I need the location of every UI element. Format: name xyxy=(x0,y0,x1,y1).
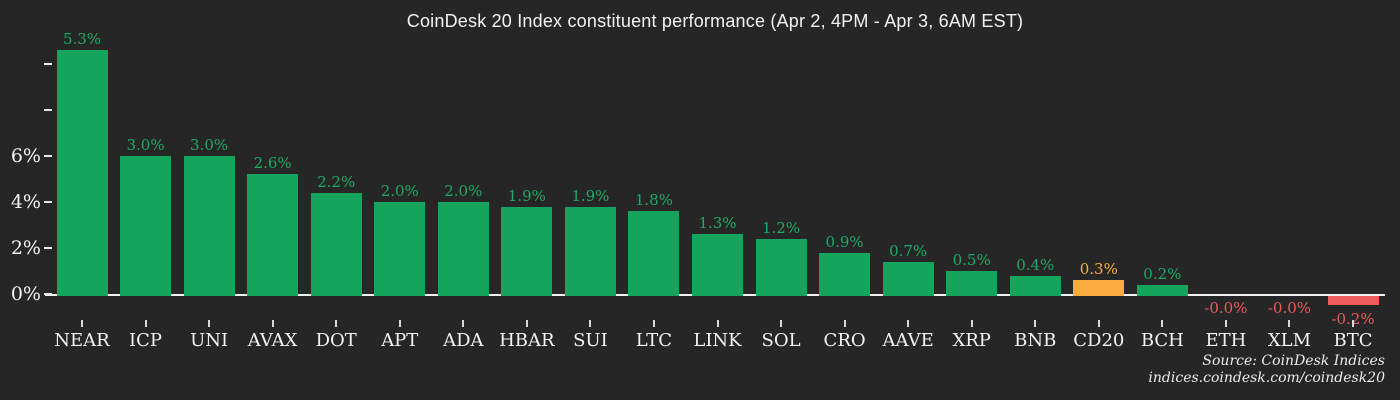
bar-value-label: 0.5% xyxy=(952,251,991,269)
bar-dot xyxy=(310,192,362,296)
y-axis-tick xyxy=(44,109,52,111)
x-axis-label-near: NEAR xyxy=(54,330,110,351)
x-axis-label-ada: ADA xyxy=(443,330,484,351)
x-axis-label-sol: SOL xyxy=(761,330,801,351)
bar-bnb xyxy=(1009,275,1061,296)
bar-apt xyxy=(374,202,426,296)
x-axis-tick xyxy=(271,320,274,327)
bar-sui xyxy=(564,206,616,296)
source-line: Source: CoinDesk Indices xyxy=(1202,353,1385,369)
x-axis-label-ltc: LTC xyxy=(635,330,673,351)
y-axis-tick xyxy=(44,293,52,295)
x-axis-tick xyxy=(1288,320,1291,327)
bar-value-label: 1.3% xyxy=(698,214,737,233)
x-axis-tick xyxy=(1224,320,1227,327)
y-axis-tick xyxy=(44,247,52,249)
bar-near xyxy=(56,50,108,296)
x-axis-tick xyxy=(525,320,528,327)
x-axis-tick xyxy=(81,320,83,327)
x-axis-label-xlm: XLM xyxy=(1267,330,1312,351)
x-axis-label-apt: APT xyxy=(381,330,419,351)
x-axis-label-eth: ETH xyxy=(1205,330,1247,351)
x-axis-tick xyxy=(843,320,846,327)
x-axis-label-bnb: BNB xyxy=(1014,330,1057,351)
bar-value-label: 2.0% xyxy=(444,182,483,200)
y-axis-tick-label: 2% xyxy=(10,237,41,259)
bar-sol xyxy=(755,238,807,296)
x-axis-label-aave: AAVE xyxy=(882,330,934,351)
bar-value-label: -0.0% xyxy=(1204,299,1248,317)
x-axis-tick xyxy=(780,320,783,327)
bar-value-label: 1.2% xyxy=(761,218,801,237)
x-axis-label-xrp: XRP xyxy=(952,330,991,351)
x-axis-tick xyxy=(335,320,338,327)
x-axis-tick xyxy=(1161,320,1164,327)
source-attribution: Source: CoinDesk Indices indices.coindes… xyxy=(785,353,1385,387)
bar-ada xyxy=(437,202,489,296)
bar-ltc xyxy=(628,211,680,296)
bar-value-label: 5.3% xyxy=(62,30,102,49)
x-axis-tick xyxy=(462,320,465,327)
x-axis-label-dot: DOT xyxy=(315,330,357,351)
bar-value-label: 3.0% xyxy=(190,136,229,154)
bar-value-label: -0.0% xyxy=(1267,299,1312,317)
x-axis-tick xyxy=(144,320,147,327)
bar-value-label: 0.9% xyxy=(825,232,864,251)
bar-cro xyxy=(819,252,871,296)
y-axis-tick xyxy=(44,63,52,65)
bar-btc xyxy=(1327,296,1379,306)
x-axis-label-hbar: HBAR xyxy=(499,330,555,351)
bar-value-label: 1.9% xyxy=(571,186,610,205)
y-axis-tick xyxy=(44,201,52,203)
bar-aave xyxy=(882,261,934,296)
x-axis-label-cd20: CD20 xyxy=(1073,330,1125,351)
chart-title: CoinDesk 20 Index constituent performanc… xyxy=(406,11,1024,31)
y-axis-tick-label: 6% xyxy=(10,145,41,167)
x-axis-label-btc: BTC xyxy=(1333,330,1373,351)
x-axis-label-uni: UNI xyxy=(190,330,229,351)
y-axis-tick-label: 0% xyxy=(10,283,41,305)
bar-uni xyxy=(183,156,235,296)
bar-value-label: 2.6% xyxy=(253,154,292,173)
x-axis-label-sui: SUI xyxy=(573,330,608,351)
bar-value-label: 0.3% xyxy=(1079,260,1118,279)
bar-bch xyxy=(1136,284,1188,296)
x-axis-tick xyxy=(716,320,719,327)
x-axis-label-link: LINK xyxy=(693,330,742,351)
bar-value-label: 1.9% xyxy=(507,186,546,205)
x-axis-tick xyxy=(1352,320,1354,327)
bar-value-label: 2.2% xyxy=(317,172,356,191)
x-axis-tick xyxy=(1034,320,1037,327)
x-axis-tick xyxy=(589,320,592,327)
bar-value-label: -0.2% xyxy=(1308,310,1398,328)
bar-value-label: 1.8% xyxy=(634,191,673,210)
bar-value-label: 0.4% xyxy=(1016,255,1055,274)
x-axis-label-icp: ICP xyxy=(129,330,163,351)
bar-xrp xyxy=(946,271,998,296)
bar-value-label: 2.0% xyxy=(380,182,419,200)
y-axis-tick-label: 4% xyxy=(10,191,41,213)
x-axis-label-avax: AVAX xyxy=(247,330,298,351)
bar-avax xyxy=(247,174,299,296)
x-axis-label-cro: CRO xyxy=(823,330,866,351)
bar-value-label: 0.7% xyxy=(889,241,928,260)
source-url: indices.coindesk.com/coindesk20 xyxy=(1148,370,1385,386)
x-axis-tick xyxy=(398,320,401,327)
x-axis-tick xyxy=(1097,320,1100,327)
x-axis-tick xyxy=(208,320,211,327)
bar-hbar xyxy=(501,206,553,296)
x-axis-tick xyxy=(907,320,910,327)
y-axis-tick xyxy=(44,155,52,157)
x-axis-tick xyxy=(970,320,973,327)
x-axis-label-bch: BCH xyxy=(1140,330,1184,351)
bar-cd20 xyxy=(1073,280,1125,296)
bar-value-label: 3.0% xyxy=(126,136,165,154)
bar-link xyxy=(692,234,743,296)
x-axis-tick xyxy=(652,320,655,327)
bar-icp xyxy=(120,156,172,296)
bar-value-label: 0.2% xyxy=(1143,264,1182,283)
